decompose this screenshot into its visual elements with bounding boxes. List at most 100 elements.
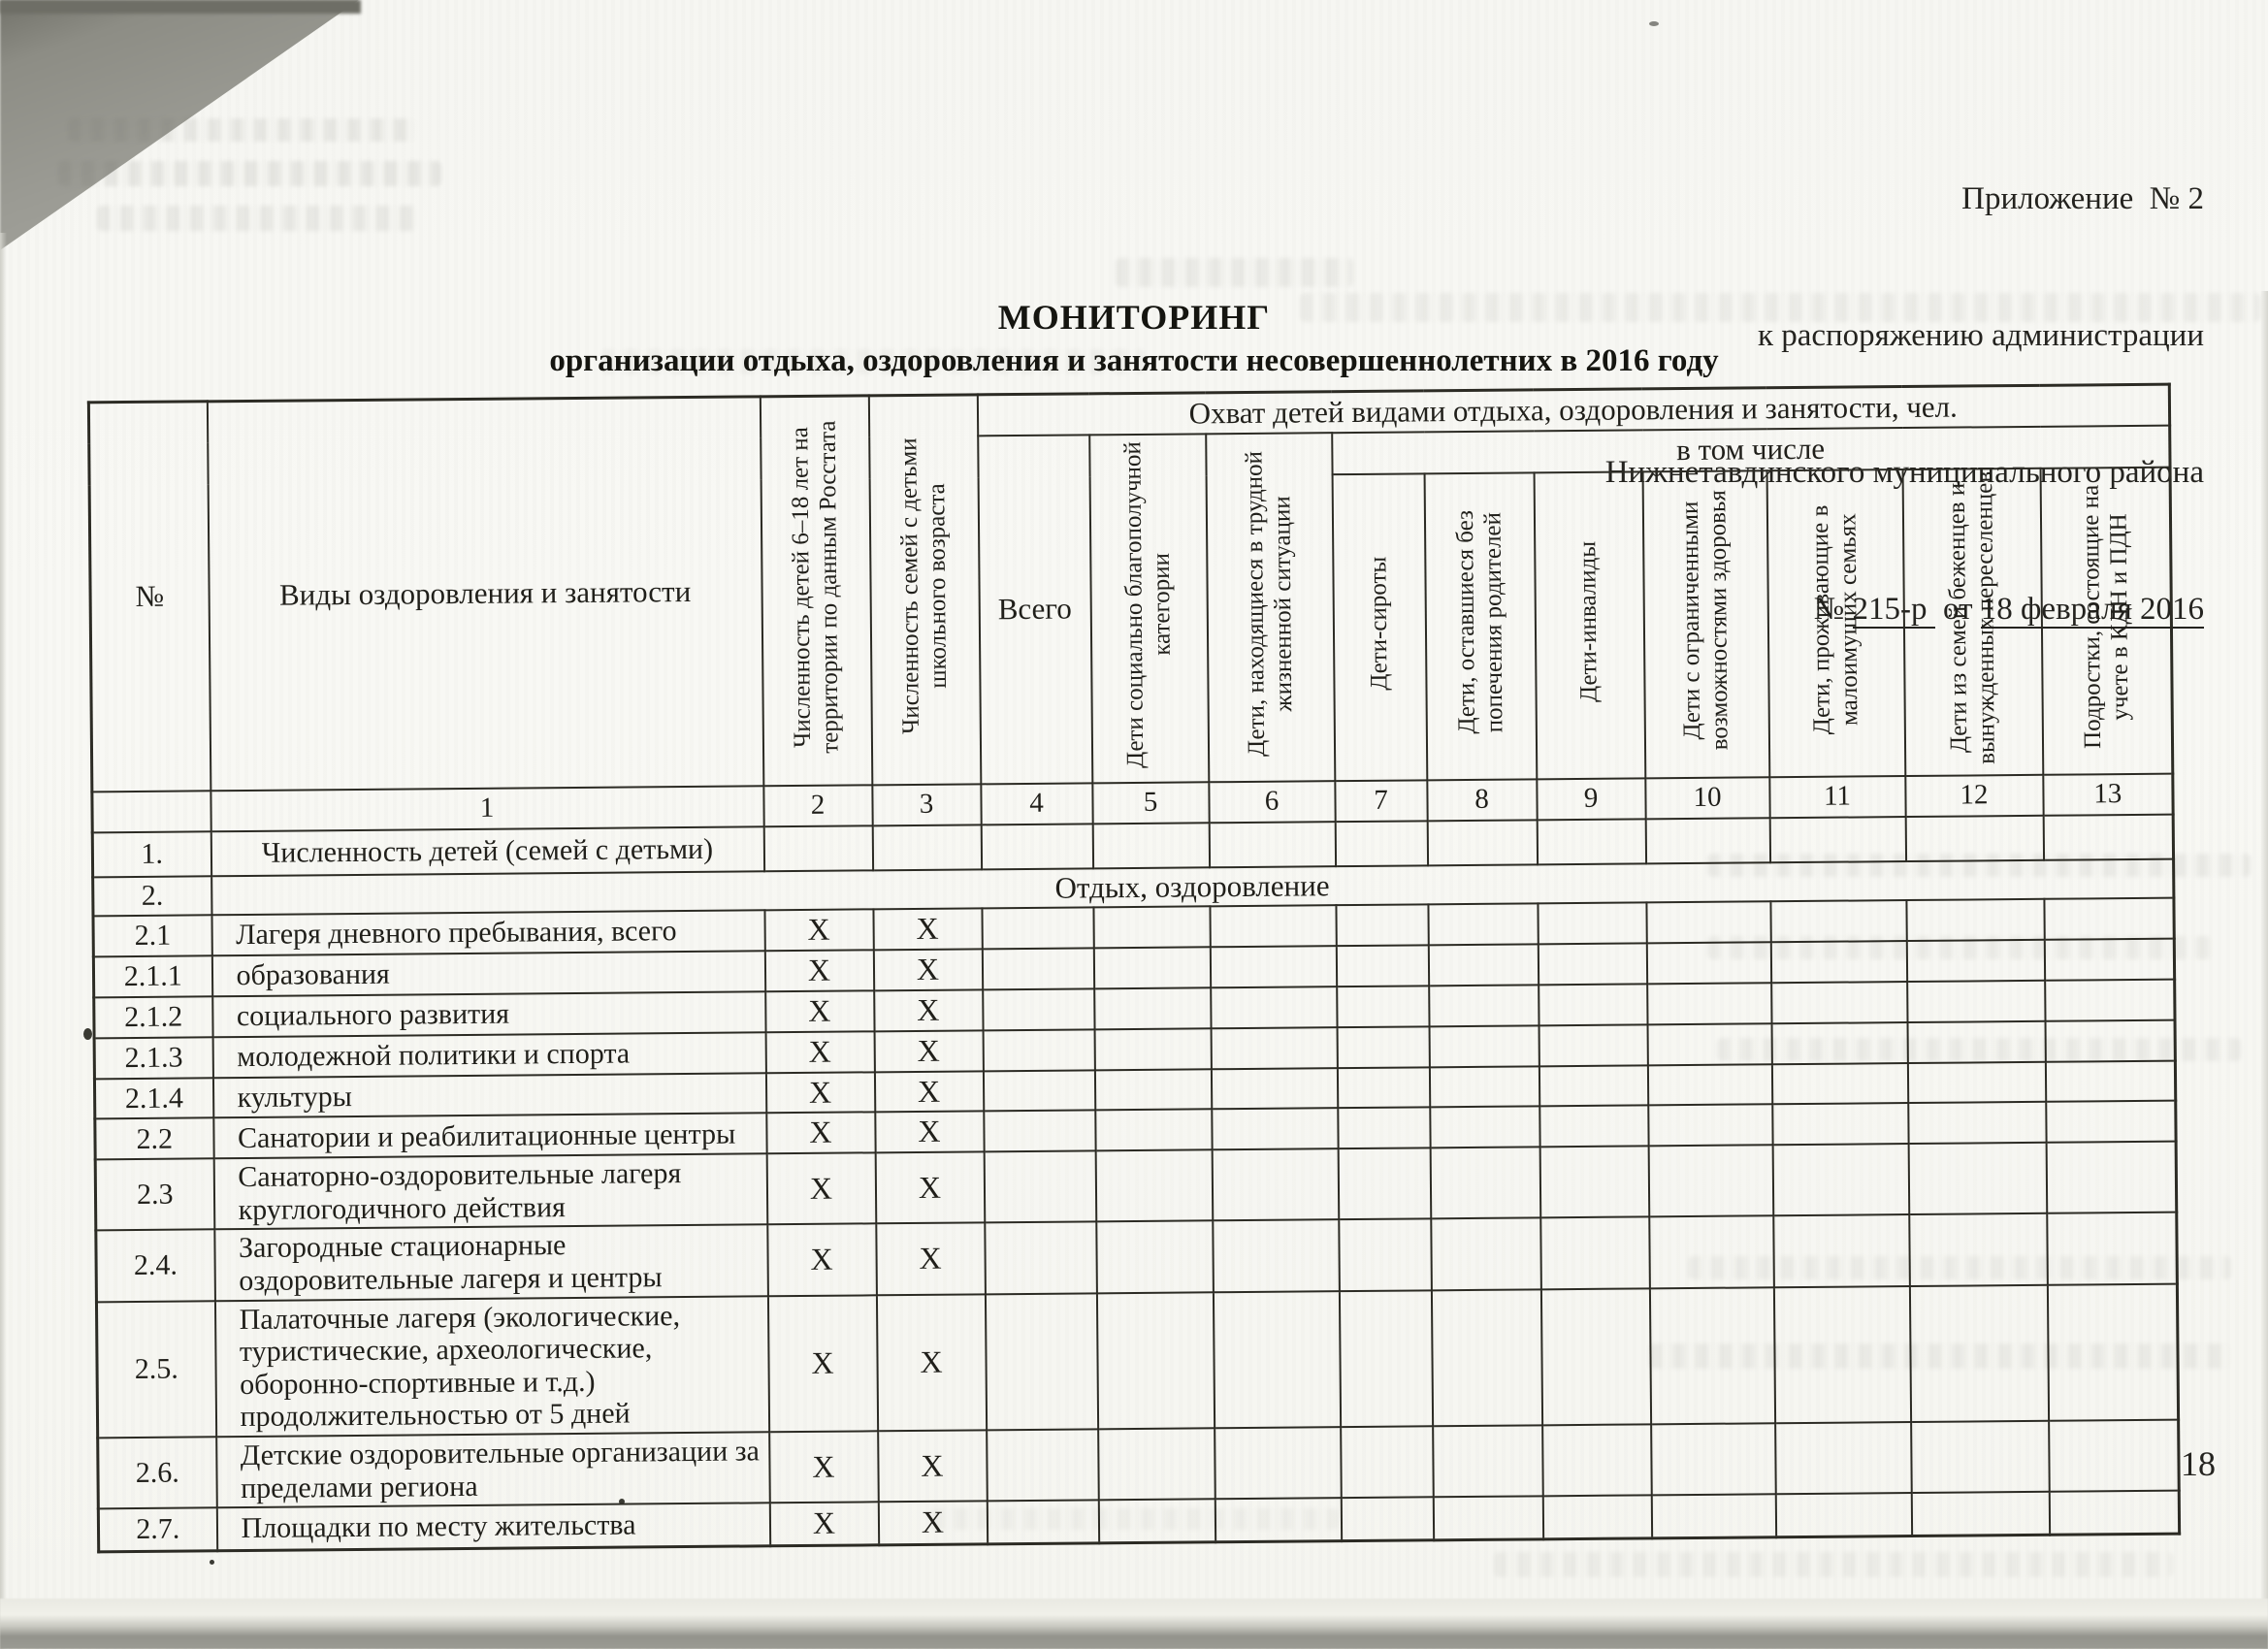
- empty-cell: [1214, 1427, 1342, 1500]
- scan-bottom-edge: [0, 1599, 2268, 1649]
- column-number: 8: [1426, 778, 1538, 821]
- empty-cell: [1097, 1428, 1215, 1501]
- empty-cell: [1537, 818, 1646, 864]
- empty-cell: [981, 823, 1093, 869]
- column-header-limited-health: Дети с ограниченными возможностями здоро…: [1642, 470, 1769, 778]
- row-label: Санаторно-оздоровительные лагеря круглог…: [213, 1153, 767, 1230]
- data-cell: Х: [764, 990, 875, 1033]
- page-number: 18: [2181, 1444, 2216, 1483]
- empty-cell: [1093, 987, 1212, 1030]
- empty-cell: [986, 1429, 1099, 1502]
- bleedthrough-artifact: [1707, 854, 2251, 877]
- row-number: 2.5.: [96, 1300, 216, 1439]
- table-wrap: № Виды оздоровления и занятости Численно…: [86, 382, 2182, 1554]
- data-cell: Х: [874, 1111, 985, 1153]
- empty-cell: [984, 1221, 1097, 1295]
- empty-cell: [2046, 1141, 2177, 1214]
- ink-speck: [619, 1499, 625, 1504]
- data-cell: Х: [877, 1430, 988, 1503]
- column-header-low-income: Дети, проживающие в малоимущих семьях: [1766, 469, 1905, 777]
- row-number: 2.1.2: [93, 996, 213, 1039]
- empty-cell: [1650, 1423, 1776, 1496]
- data-cell: [763, 824, 873, 871]
- empty-cell: [981, 907, 1094, 950]
- data-cell: Х: [872, 908, 983, 951]
- data-cell: Х: [767, 1294, 878, 1433]
- row-label: культуры: [212, 1072, 766, 1118]
- bleedthrough-artifact: [1649, 1343, 2231, 1369]
- empty-cell: [1094, 1028, 1212, 1070]
- empty-cell: [2044, 979, 2176, 1021]
- row-label: Детские оздоровительные организации за п…: [215, 1432, 770, 1508]
- empty-cell: [1772, 1214, 1910, 1287]
- bleedthrough-artifact: [1707, 936, 2212, 959]
- empty-cell: [1433, 1496, 1543, 1541]
- empty-cell: [1541, 1424, 1652, 1497]
- empty-cell: [983, 1110, 1096, 1152]
- empty-cell: [1431, 1289, 1542, 1427]
- empty-cell: [1537, 902, 1647, 945]
- bleedthrough-artifact: [1494, 1552, 2173, 1577]
- bleedthrough-artifact: [1688, 1256, 2231, 1279]
- empty-cell: [1648, 1145, 1773, 1217]
- empty-cell: [1774, 1422, 1912, 1495]
- empty-cell: [1430, 1217, 1541, 1290]
- ink-speck: [210, 1560, 214, 1565]
- empty-cell: [1649, 1286, 1775, 1425]
- empty-cell: [1770, 982, 1908, 1024]
- scan-top-edge-artifact: [0, 0, 361, 14]
- column-number: 7: [1334, 779, 1428, 822]
- row-number: 2.1.4: [94, 1077, 213, 1119]
- table-row: 2.5. Палаточные лагеря (экологические, т…: [96, 1283, 2179, 1439]
- row-label: Санатории и реабилитационные центры: [212, 1113, 767, 1159]
- column-number: 9: [1536, 777, 1646, 820]
- empty-cell: [1430, 1147, 1540, 1219]
- bleedthrough-artifact: [1300, 293, 2260, 322]
- data-cell: Х: [765, 1112, 876, 1154]
- empty-cell: [1093, 947, 1211, 989]
- empty-cell: [2045, 1101, 2177, 1144]
- appendix-line: Нижнетавдинского муниципального района: [1604, 455, 2204, 490]
- empty-cell: [1094, 1109, 1213, 1151]
- title-block: МОНИТОРИНГ организации отдыха, оздоровле…: [116, 297, 2152, 379]
- empty-cell: [1772, 1144, 1909, 1216]
- empty-cell: [1428, 985, 1539, 1027]
- empty-cell: [1210, 986, 1338, 1029]
- empty-cell: [1092, 906, 1211, 949]
- data-cell: Х: [875, 1151, 985, 1224]
- empty-cell: [2044, 938, 2175, 981]
- empty-cell: [1539, 1216, 1650, 1290]
- data-cell: Х: [766, 1223, 877, 1296]
- empty-cell: [1338, 1148, 1431, 1220]
- empty-cell: [1335, 904, 1429, 947]
- empty-cell: [1428, 944, 1539, 986]
- data-cell: Х: [768, 1431, 879, 1504]
- empty-cell: [1647, 1063, 1772, 1106]
- order-separator: от: [1934, 592, 1981, 627]
- empty-cell: [1096, 1291, 1215, 1430]
- empty-cell: [987, 1500, 1099, 1545]
- empty-cell: [1907, 1020, 2046, 1063]
- empty-cell: [1427, 903, 1539, 946]
- column-number: 11: [1768, 775, 1906, 818]
- empty-cell: [1340, 1426, 1434, 1499]
- column-number: [91, 790, 211, 832]
- row-number: 2.6.: [97, 1437, 217, 1509]
- empty-cell: [1906, 980, 2046, 1022]
- bleedthrough-artifact: [1717, 1038, 2241, 1061]
- empty-cell: [1335, 820, 1428, 866]
- data-cell: Х: [769, 1502, 879, 1547]
- empty-cell: [1211, 1067, 1338, 1110]
- bleedthrough-artifact: [68, 118, 417, 142]
- empty-cell: [1341, 1497, 1434, 1541]
- row-number: 1.: [92, 830, 211, 877]
- row-label: социального развития: [211, 991, 766, 1038]
- empty-cell: [984, 1150, 1096, 1223]
- empty-cell: [1092, 822, 1210, 868]
- scan-right-edge-artifact: [2260, 291, 2268, 1649]
- order-number: 215-р: [1852, 592, 1935, 629]
- empty-cell: [1909, 1284, 2049, 1423]
- row-label: Площадки по месту жительства: [216, 1503, 770, 1551]
- empty-cell: [1094, 1068, 1212, 1111]
